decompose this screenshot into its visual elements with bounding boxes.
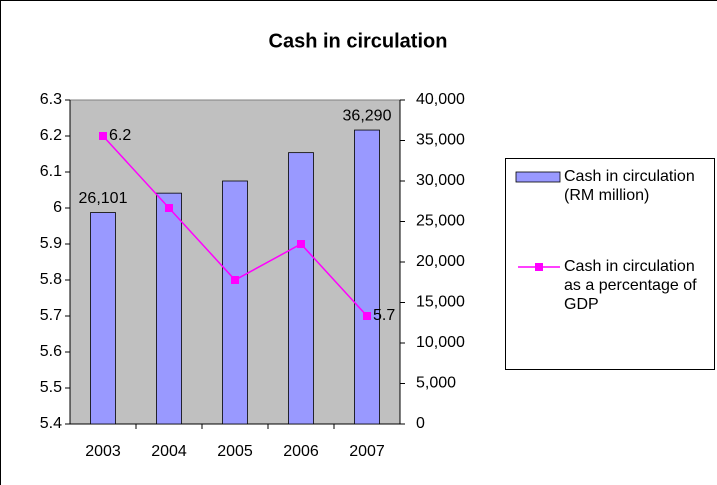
bar <box>156 192 182 425</box>
y-tick-label: 5.5 <box>40 379 62 396</box>
legend-key-marker <box>535 263 543 271</box>
legend-key <box>515 171 561 183</box>
y2-tick-label: 15,000 <box>416 294 465 311</box>
line-value-label: 6.2 <box>109 127 131 144</box>
x-tick-label: 2003 <box>85 443 121 460</box>
line-value-label: 5.7 <box>373 307 395 324</box>
bar-value-label: 26,101 <box>79 190 128 207</box>
y-tick-label: 6 <box>53 199 62 216</box>
y2-tick-label: 0 <box>416 415 425 432</box>
bar <box>90 212 116 425</box>
y2-tick-label: 30,000 <box>416 172 465 189</box>
chart-title: Cash in circulation <box>269 30 448 52</box>
y2-tick-label: 10,000 <box>416 334 465 351</box>
y-tick-label: 6.3 <box>40 91 62 108</box>
y2-tick-label: 40,000 <box>416 91 465 108</box>
y2-tick-label: 5,000 <box>416 375 456 392</box>
line-marker <box>165 204 173 212</box>
y-tick-label: 6.2 <box>40 127 62 144</box>
x-tick-label: 2005 <box>217 443 253 460</box>
legend-keys <box>515 171 561 271</box>
y2-tick-label: 25,000 <box>416 213 465 230</box>
y-tick-label: 6.1 <box>40 163 62 180</box>
y2-tick-label: 35,000 <box>416 132 465 149</box>
line-marker <box>297 240 305 248</box>
y2-tick-label: 20,000 <box>416 253 465 270</box>
x-tick-label: 2004 <box>151 443 187 460</box>
line-marker <box>231 276 239 284</box>
line-marker <box>363 312 371 320</box>
y-tick-label: 5.9 <box>40 235 62 252</box>
bar <box>288 152 314 425</box>
line-marker <box>99 132 107 140</box>
bar <box>222 180 248 425</box>
legend-label: Cash in circulation as a percentage of G… <box>564 258 697 313</box>
legend: Cash in circulation (RM million) Cash in … <box>505 158 715 370</box>
bar <box>354 129 380 425</box>
y-tick-label: 5.4 <box>40 415 62 432</box>
y-tick-label: 5.7 <box>40 307 62 324</box>
y-tick-label: 5.8 <box>40 271 62 288</box>
y-tick-label: 5.6 <box>40 343 62 360</box>
x-tick-label: 2006 <box>283 443 319 460</box>
bar-value-label: 36,290 <box>343 107 392 124</box>
legend-label: Cash in circulation (RM million) <box>564 168 695 204</box>
x-tick-label: 2007 <box>349 443 385 460</box>
